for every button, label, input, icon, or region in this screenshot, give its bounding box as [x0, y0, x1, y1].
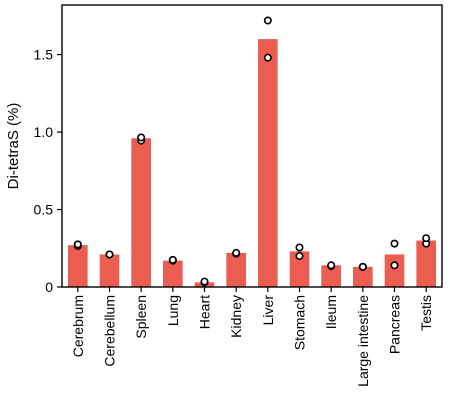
- data-point-large-intestine-2: [358, 262, 367, 271]
- bar-pancreas: [384, 254, 405, 287]
- y-tick-label: 0.5: [34, 202, 54, 218]
- data-point-pancreas-1: [390, 261, 399, 270]
- axes-group: [61, 4, 443, 288]
- x-tick-label: Cerebellum: [102, 295, 118, 367]
- y-tick-label: 0: [45, 279, 53, 295]
- x-tick-label: Stomach: [292, 295, 308, 350]
- bars-group: [68, 39, 436, 287]
- bar-large-intestine: [353, 266, 373, 287]
- bar-liver: [258, 39, 278, 287]
- bar-spleen: [131, 138, 151, 287]
- data-point-cerebellum-2: [105, 250, 114, 259]
- data-point-stomach-1: [295, 252, 304, 261]
- data-point-liver-1: [263, 53, 272, 62]
- x-tick-label: Liver: [260, 295, 276, 326]
- data-point-kidney-2: [232, 248, 241, 257]
- bar-kidney: [226, 252, 246, 287]
- data-point-testis-2: [422, 234, 431, 243]
- y-tick-label: 1.5: [34, 47, 54, 63]
- plot-frame: [61, 4, 443, 288]
- x-tick-label: Heart: [197, 295, 213, 329]
- bar-stomach: [289, 251, 310, 287]
- data-point-lung-2: [168, 255, 177, 264]
- x-tick-label: Ileum: [323, 295, 339, 329]
- x-tick-label: Testis: [418, 295, 434, 331]
- bar-testis: [416, 240, 436, 287]
- y-tick-label: 1.0: [34, 124, 54, 140]
- x-tick-label: Cerebrum: [70, 295, 86, 357]
- data-point-liver-2: [263, 16, 272, 25]
- data-point-spleen-2: [137, 133, 146, 142]
- bar-ileum: [321, 265, 341, 287]
- data-point-ileum-2: [327, 261, 336, 270]
- y-ticks-group: 0 0.5 1.0 1.5: [34, 47, 62, 295]
- bar-cerebellum: [99, 254, 120, 287]
- bar-lung: [163, 260, 183, 287]
- points-group: [73, 16, 431, 287]
- data-point-pancreas-2: [390, 239, 399, 248]
- x-tick-label: Lung: [165, 295, 181, 326]
- x-tick-label: Spleen: [133, 295, 149, 339]
- x-tick-label: Pancreas: [387, 295, 403, 354]
- y-axis-label: Di-tetraS (%): [5, 103, 22, 190]
- data-point-cerebrum-2: [73, 240, 82, 249]
- bar-cerebrum: [68, 245, 88, 287]
- x-ticks-group: Cerebrum Cerebellum Spleen Lung Heart Kidney L…: [70, 287, 434, 387]
- x-tick-label: Kidney: [228, 295, 244, 338]
- x-tick-label: Large intestine: [355, 295, 371, 387]
- data-point-stomach-2: [295, 243, 304, 252]
- data-point-heart-2: [200, 277, 209, 286]
